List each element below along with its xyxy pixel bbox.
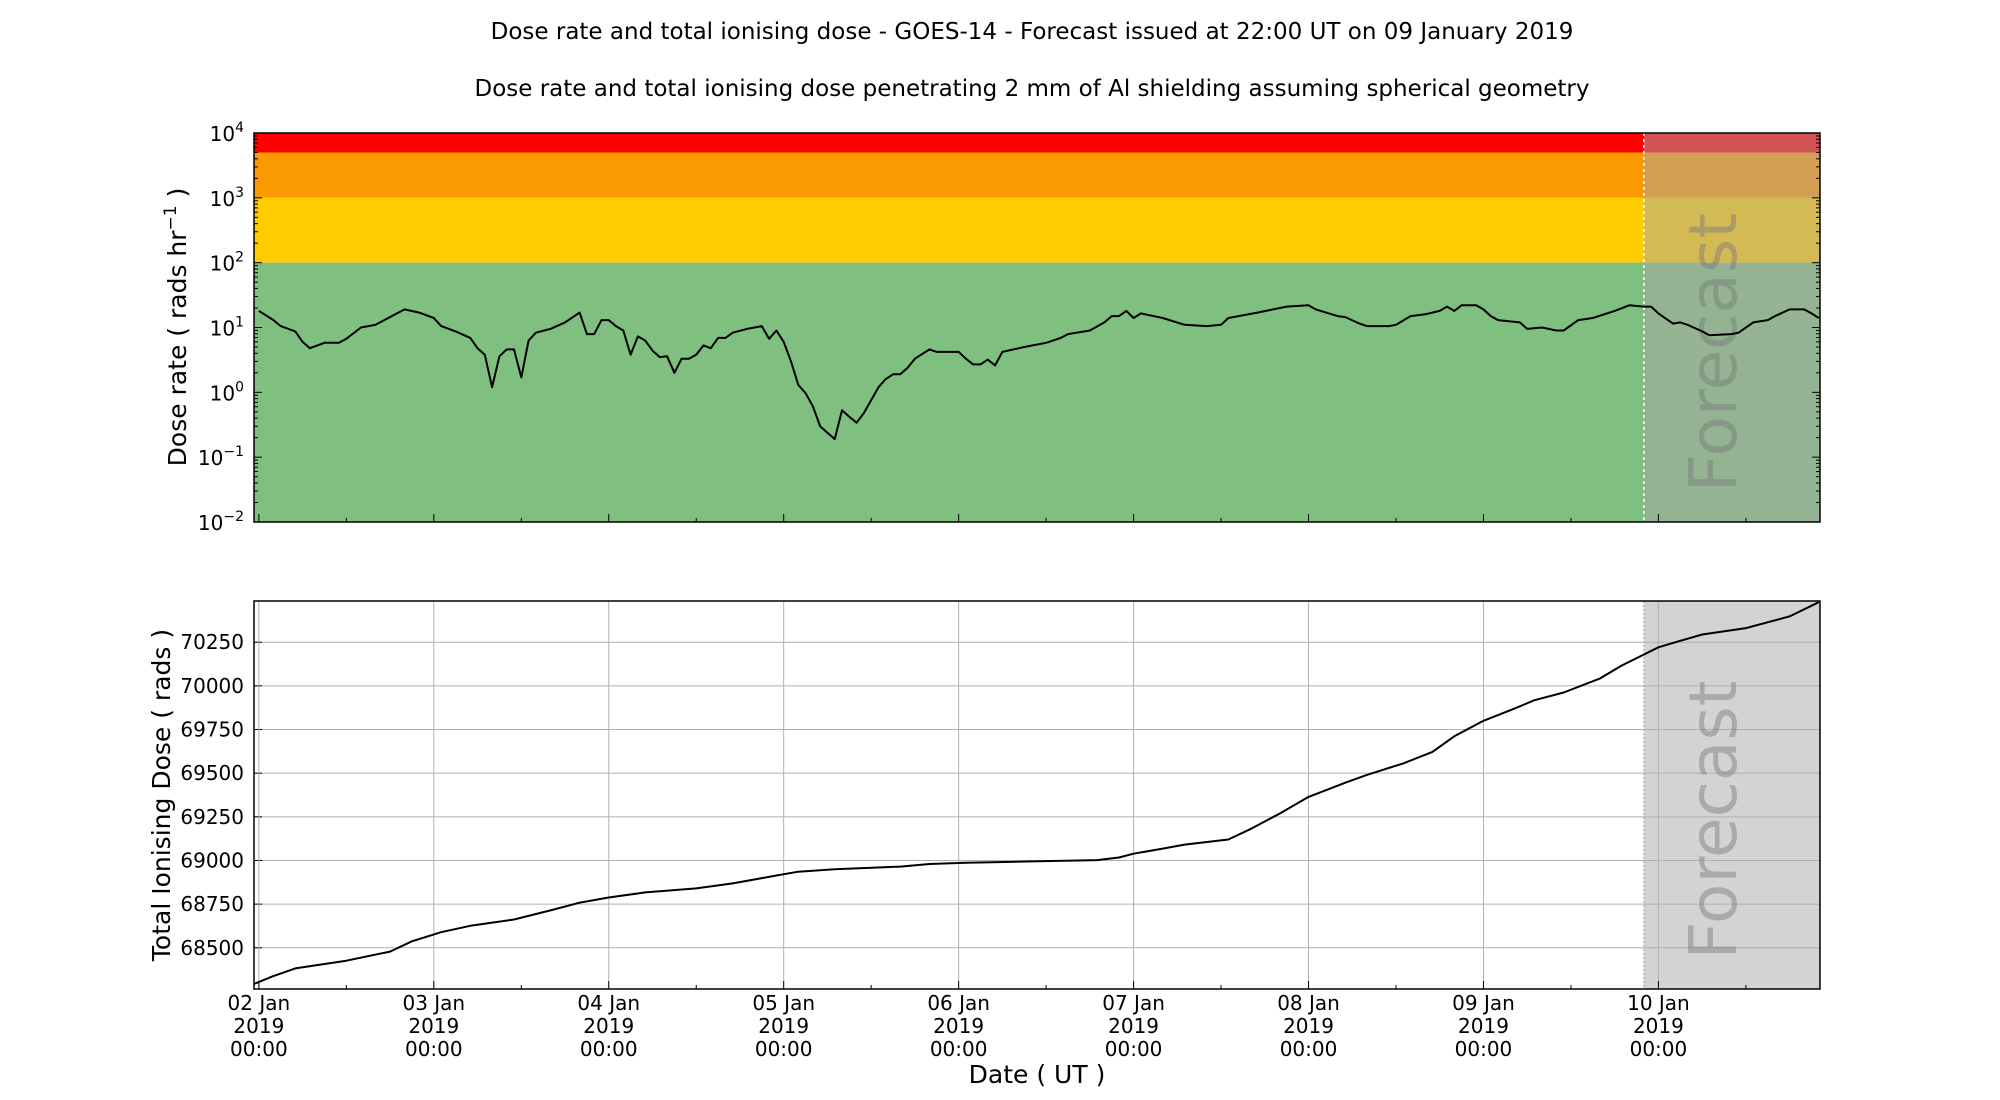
dose-rate-y-axis-label: Dose rate ( rads hr−1 )	[161, 188, 192, 467]
chart-subtitle: Dose rate and total ionising dose penetr…	[474, 76, 1589, 102]
y-tick-label: 69000	[180, 848, 244, 872]
x-tick-label: 10 Jan	[1627, 991, 1690, 1015]
x-tick-label: 00:00	[405, 1037, 463, 1061]
x-tick-label: 00:00	[1630, 1037, 1688, 1061]
x-tick-label: 2019	[1458, 1014, 1509, 1038]
x-tick-label: 00:00	[1105, 1037, 1163, 1061]
x-tick-label: 2019	[758, 1014, 809, 1038]
x-tick-label: 2019	[933, 1014, 984, 1038]
dose-rate-panel: Forecast 10−2 10−1 100 101 102 103 104	[198, 120, 1821, 535]
total-dose-panel: 68500 68750 69000 69250 69500 69750 70000 70250…	[180, 600, 1821, 1061]
forecast-label: Forecast	[1675, 213, 1752, 492]
x-tick-label: 2019	[1108, 1014, 1159, 1038]
y-tick-label: 69250	[180, 805, 244, 829]
y-tick-label: 70250	[180, 630, 244, 654]
x-tick-label: 09 Jan	[1452, 991, 1515, 1015]
x-tick-label: 00:00	[1280, 1037, 1338, 1061]
y-tick-label: 102	[210, 250, 244, 276]
y-tick-label: 10−1	[198, 444, 244, 470]
x-tick-label: 00:00	[755, 1037, 813, 1061]
alert-band-2	[254, 197, 1820, 263]
y-tick-label: 69500	[180, 761, 244, 785]
x-tick-label: 03 Jan	[402, 991, 465, 1015]
alert-band-1	[254, 152, 1820, 198]
y-tick-label: 70000	[180, 674, 244, 698]
plot-frame	[253, 600, 1821, 990]
y-tick-label: 101	[210, 315, 244, 341]
x-tick-label: 2019	[1633, 1014, 1684, 1038]
x-tick-label: 04 Jan	[577, 991, 640, 1015]
y-tick-label: 10−2	[198, 509, 244, 535]
dose-rate-series-line	[258, 304, 1820, 441]
x-tick-label: 00:00	[230, 1037, 288, 1061]
forecast-shading	[1643, 133, 1820, 522]
x-tick-label: 06 Jan	[927, 991, 990, 1015]
forecast-shading	[1643, 601, 1820, 989]
x-tick-label: 00:00	[930, 1037, 988, 1061]
y-tick-label: 103	[210, 185, 244, 211]
forecast-label: Forecast	[1675, 680, 1752, 959]
x-tick-label: 00:00	[580, 1037, 638, 1061]
x-tick-label: 07 Jan	[1102, 991, 1165, 1015]
y-tick-label: 68500	[180, 936, 244, 960]
x-tick-label: 05 Jan	[752, 991, 815, 1015]
x-tick-label: 2019	[408, 1014, 459, 1038]
x-tick-label: 2019	[583, 1014, 634, 1038]
y-tick-label: 100	[210, 379, 244, 405]
x-axis-label: Date ( UT )	[969, 1060, 1106, 1089]
chart-title: Dose rate and total ionising dose - GOES…	[491, 19, 1574, 45]
alert-band-3	[254, 262, 1820, 522]
x-tick-label: 00:00	[1455, 1037, 1513, 1061]
total-dose-series-line	[253, 601, 1820, 985]
y-tick-label: 68750	[180, 892, 244, 916]
total-dose-y-axis-label: Total Ionising Dose ( rads )	[147, 629, 176, 962]
y-tick-label: 104	[210, 120, 244, 146]
y-tick-label: 69750	[180, 718, 244, 742]
x-tick-label: 2019	[233, 1014, 284, 1038]
x-tick-label: 08 Jan	[1277, 991, 1340, 1015]
x-tick-label: 02 Jan	[228, 991, 291, 1015]
x-tick-label: 2019	[1283, 1014, 1334, 1038]
alert-band-0	[254, 133, 1820, 153]
